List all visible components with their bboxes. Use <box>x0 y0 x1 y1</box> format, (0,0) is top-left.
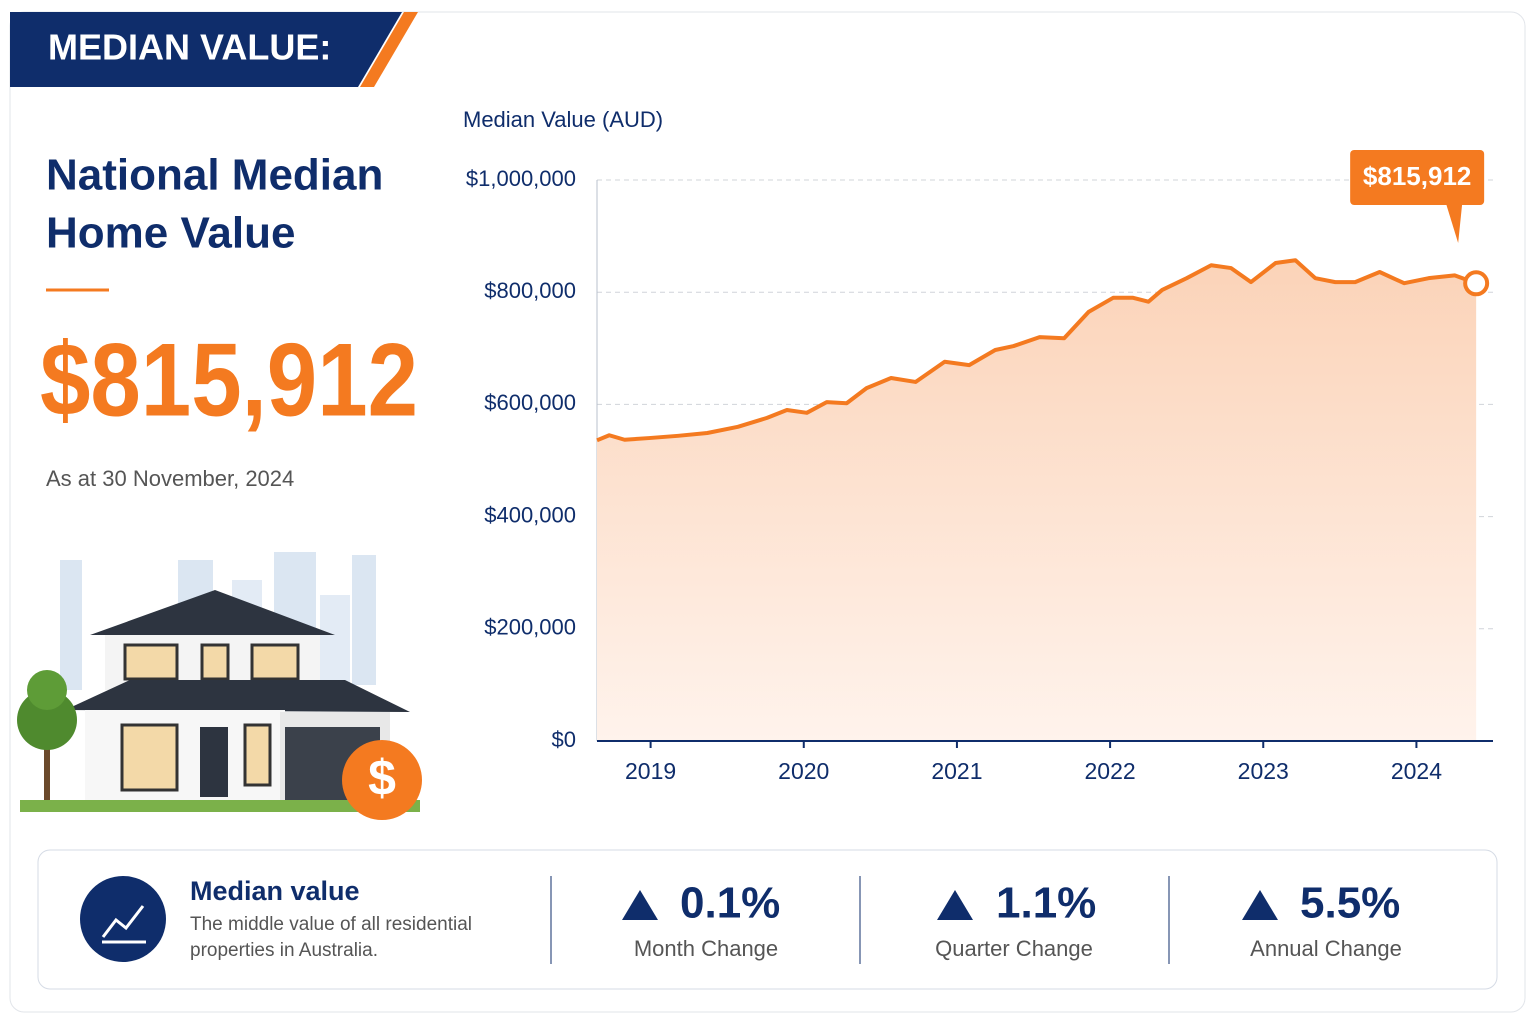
change-value: 1.1% <box>996 879 1096 928</box>
end-point <box>1463 270 1490 297</box>
x-tick-label: 2023 <box>1238 758 1289 784</box>
stats-icon-line <box>101 905 145 938</box>
x-tick-label: 2022 <box>1085 758 1136 784</box>
header-ribbon <box>10 12 402 87</box>
change-label: Quarter Change <box>935 936 1093 961</box>
summary-value: $815,912 <box>40 322 418 438</box>
callout-pointer <box>1446 204 1463 243</box>
callout-label: $815,912 <box>1363 161 1471 191</box>
stats-icon <box>80 876 166 962</box>
stats-description: The middle value of all residential <box>190 914 472 935</box>
stats-panel <box>37 849 1498 990</box>
up-arrow <box>1242 890 1278 920</box>
up-arrow <box>937 890 973 920</box>
area <box>597 260 1477 741</box>
x-tick-label: 2024 <box>1391 758 1442 784</box>
change-label: Month Change <box>634 936 778 961</box>
summary-title: National Median <box>46 151 383 200</box>
line <box>596 258 1477 443</box>
y-tick-label: $600,000 <box>484 390 576 415</box>
y-tick-label: $800,000 <box>484 278 576 303</box>
summary-date: As at 30 November, 2024 <box>46 466 294 491</box>
line-chart: $0 $200,000 $400,000 $600,000 $800,000 $1,000… <box>466 150 1493 784</box>
stats-description: properties in Australia. <box>190 940 378 961</box>
change-label: Annual Change <box>1250 936 1402 961</box>
y-tick-label: $400,000 <box>484 502 576 527</box>
change-value: 0.1% <box>680 879 780 928</box>
y-tick-label: $1,000,000 <box>466 166 576 191</box>
house-illustration <box>17 552 422 820</box>
change-value: 5.5% <box>1300 879 1400 928</box>
badge-symbol: $ <box>368 750 396 806</box>
y-axis-title: Median Value (AUD) <box>463 107 663 132</box>
y-tick-label: $200,000 <box>484 615 576 640</box>
callout-box <box>1350 150 1485 205</box>
x-tick-label: 2019 <box>625 758 676 784</box>
y-tick-label: $0 <box>552 727 576 752</box>
header-accent <box>360 12 418 87</box>
header-title: MEDIAN VALUE: <box>48 27 331 68</box>
stats-title: Median value <box>190 876 360 906</box>
x-tick-label: 2020 <box>778 758 829 784</box>
summary-title: Home Value <box>46 209 295 258</box>
up-arrow <box>622 890 658 920</box>
x-tick-label: 2021 <box>931 758 982 784</box>
